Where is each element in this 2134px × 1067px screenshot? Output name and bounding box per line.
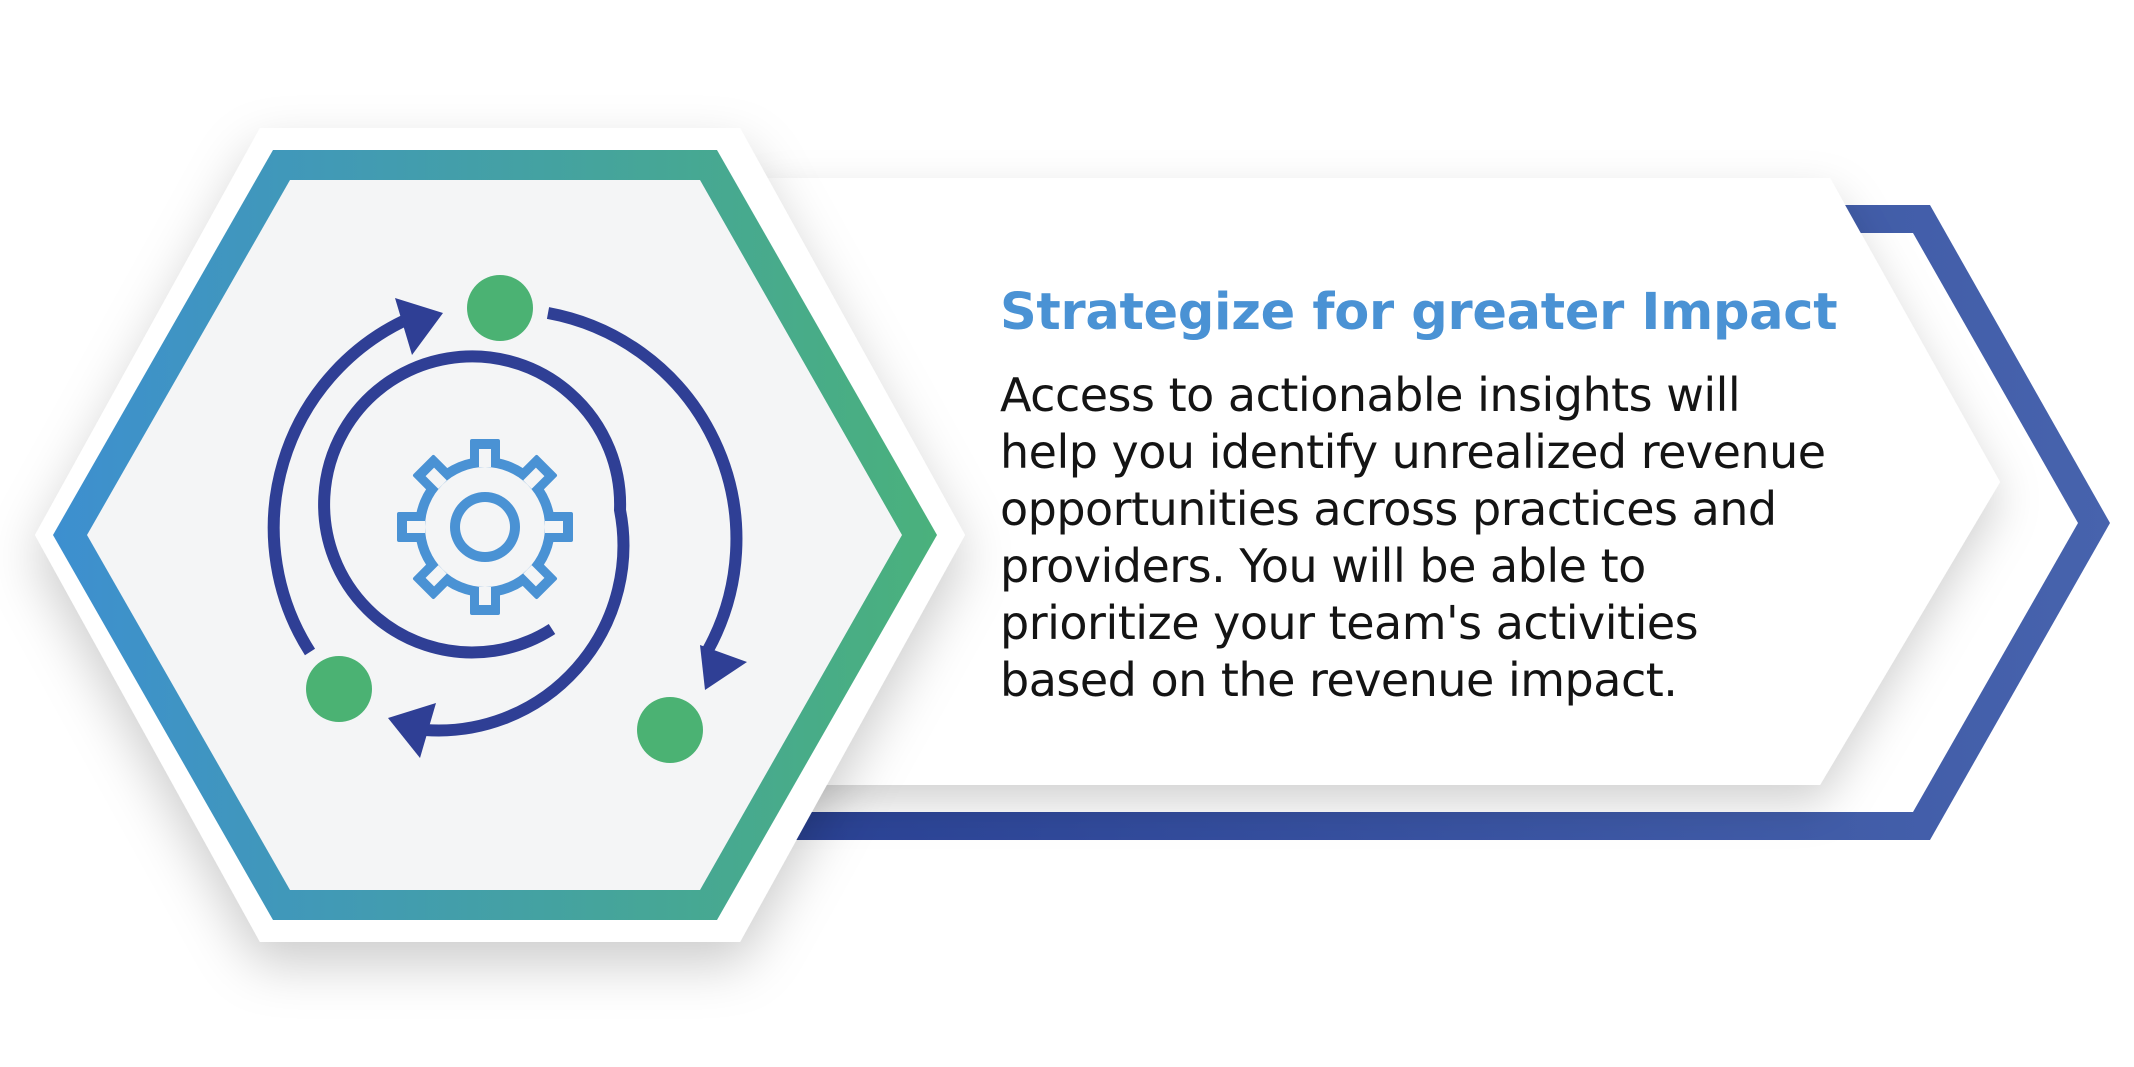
green-dot-top [467, 275, 533, 341]
outer-arc-right [546, 307, 743, 653]
body-line: prioritize your team's activities [1000, 596, 1699, 651]
body-line: Access to actionable insights will [1000, 368, 1741, 423]
body-line: providers. You will be able to [1000, 539, 1646, 594]
arrowhead-top-left [395, 298, 443, 355]
body-paragraph: Access to actionable insights will help … [1000, 367, 1960, 709]
arrowhead-bottom [388, 703, 436, 758]
outer-arc-left [267, 312, 413, 656]
arrow-panel [760, 178, 2000, 785]
body-line: based on the revenue impact. [1000, 653, 1678, 708]
green-dot-bottom-left [306, 656, 372, 722]
cycle-arrows-gear-icon [267, 275, 747, 763]
gear-icon [397, 439, 573, 615]
heading: Strategize for greater Impact [1000, 283, 1838, 342]
arrow-band [760, 178, 2110, 840]
green-dot-bottom-right [637, 697, 703, 763]
inner-spiral-arc [318, 350, 630, 737]
text-block: Strategize for greater Impact Access to … [1000, 283, 1960, 709]
body-line: help you identify unrealized revenue [1000, 425, 1826, 480]
body-line: opportunities across practices and [1000, 482, 1777, 537]
arrowhead-right [700, 645, 747, 690]
